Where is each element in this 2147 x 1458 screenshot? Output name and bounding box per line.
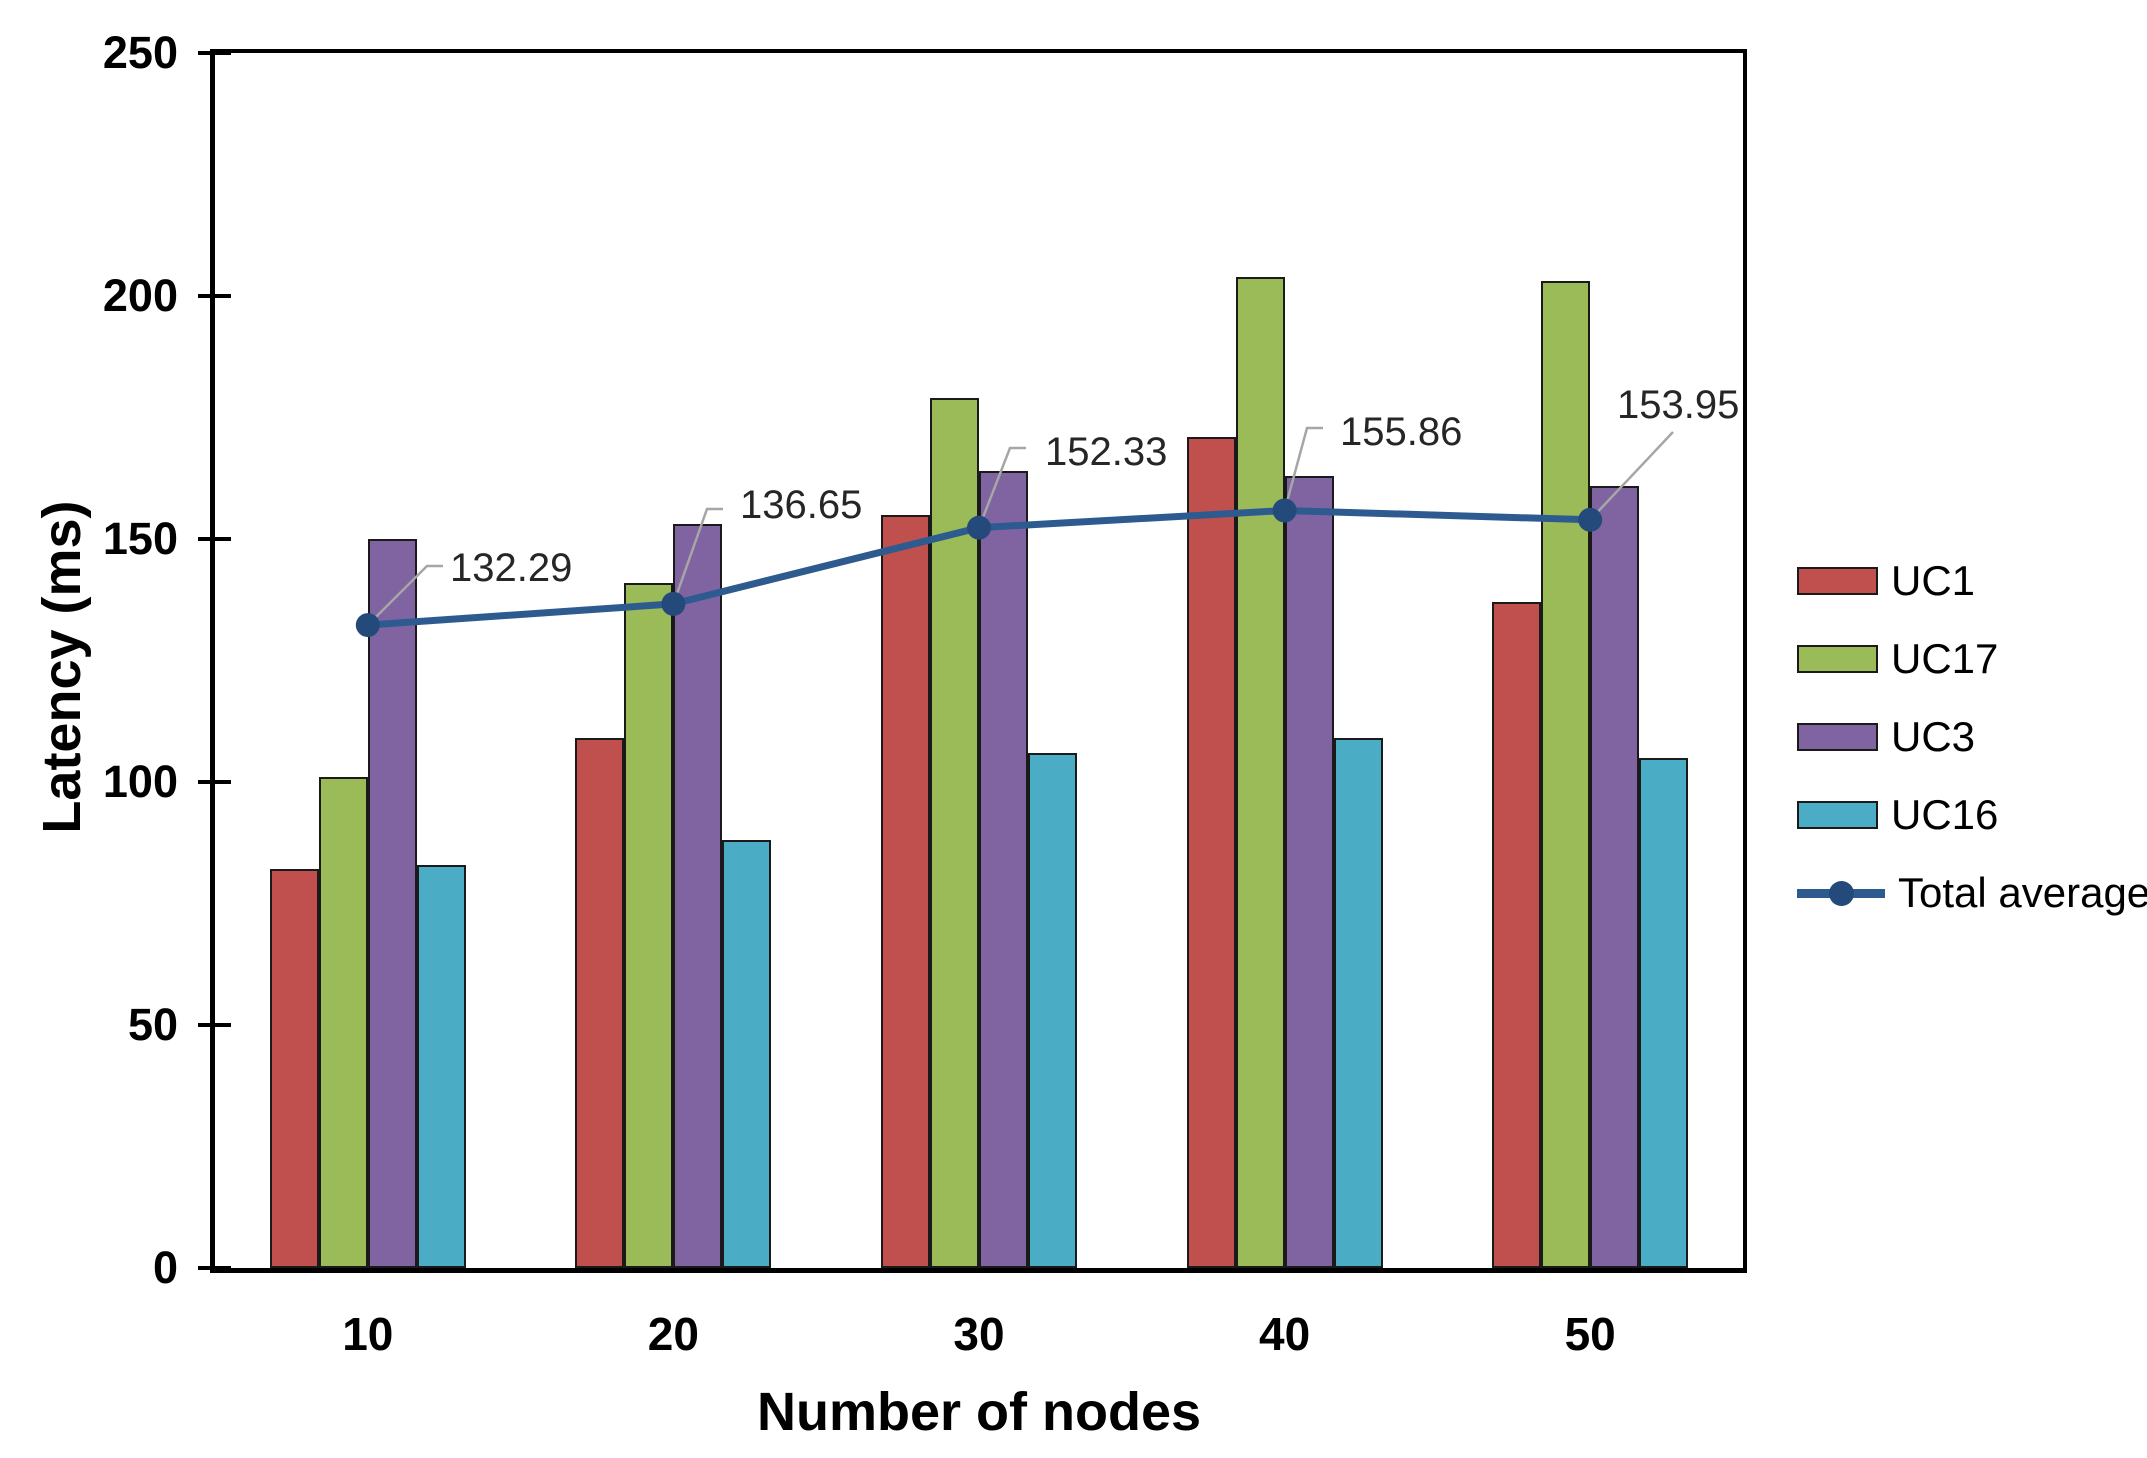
y-tick-mark-250 [198,51,231,55]
legend-item-total-average: Total average [1797,868,2147,918]
x-category-label-50: 50 [1564,1308,1616,1360]
total-average-marker-10 [355,613,380,638]
x-axis-title: Number of nodes [756,1382,1202,1442]
leader-line-2 [977,446,1026,529]
y-tick-mark-100 [198,780,231,784]
total-average-line-layer [355,426,1674,638]
bar-UC16-nodes-30 [1028,752,1077,1268]
legend-label-UC17: UC17 [1891,635,1999,682]
y-tick-label-100: 100 [102,756,178,807]
bar-UC3-nodes-50 [1590,485,1640,1268]
y-tick-label-150: 150 [102,513,178,564]
y-tick-mark-150 [198,537,231,541]
legend-swatch-UC17 [1797,645,1878,673]
legend-swatch-UC16 [1797,801,1878,829]
y-tick-mark-0 [198,1266,231,1270]
legend-item-UC17: UC17 [1797,634,1998,684]
leader-line-3 [1283,426,1323,511]
y-tick-label-250: 250 [102,27,178,78]
total-average-marker-20 [661,591,686,616]
bar-UC16-nodes-50 [1639,757,1689,1268]
bar-UC17-nodes-40 [1235,276,1285,1268]
legend-label-total-average: Total average [1898,869,2147,916]
total-average-marker-40 [1272,498,1297,523]
y-tick-label-0: 0 [152,1242,178,1293]
bar-UC1-nodes-20 [575,738,625,1268]
y-tick-label-200: 200 [102,270,178,321]
y-tick-label-50: 50 [127,999,178,1050]
data-label-152.33: 152.33 [1045,430,1168,474]
total-average-marker-30 [967,515,991,540]
x-category-label-20: 20 [647,1308,699,1360]
bar-UC16-nodes-40 [1333,738,1383,1268]
data-label-155.86: 155.86 [1340,410,1463,454]
leader-line-1 [672,507,723,605]
bar-UC3-nodes-10 [367,539,417,1268]
x-category-label-40: 40 [1259,1308,1311,1360]
legend-item-UC16: UC16 [1797,790,1998,840]
bar-UC1-nodes-40 [1186,436,1236,1268]
bar-UC3-nodes-40 [1284,475,1334,1268]
legend-label-UC16: UC16 [1891,791,1999,838]
total-average-marker-50 [1578,507,1603,532]
legend-swatch-UC3 [1797,723,1878,751]
x-category-label-10: 10 [342,1308,394,1360]
leader-line-4 [1589,431,1674,521]
bar-UC1-nodes-30 [881,514,930,1268]
bar-UC1-nodes-50 [1492,602,1542,1268]
bar-UC17-nodes-50 [1541,281,1591,1268]
bar-UC3-nodes-30 [979,470,1028,1268]
bar-UC17-nodes-30 [930,398,979,1268]
legend-label-UC3: UC3 [1891,713,1976,760]
bar-UC17-nodes-10 [318,777,368,1268]
legend-item-UC3: UC3 [1797,712,1975,762]
y-tick-mark-200 [198,294,231,298]
leader-line-0 [366,564,443,626]
y-tick-mark-50 [198,1023,231,1027]
bar-UC16-nodes-10 [416,864,466,1268]
bar-UC3-nodes-20 [673,524,723,1268]
y-axis-title: Latency (ms) [32,500,92,834]
legend-swatch-UC1 [1797,567,1878,595]
bar-UC16-nodes-20 [722,840,772,1268]
legend-line-sample-icon [1797,868,1885,918]
bar-UC17-nodes-20 [624,582,674,1268]
plot-area [210,49,1747,1273]
bar-UC1-nodes-10 [269,869,319,1268]
x-category-label-30: 30 [953,1308,1005,1360]
data-label-153.95: 153.95 [1617,383,1740,427]
legend-line-marker-dot [1829,881,1854,906]
data-label-132.29: 132.29 [450,546,573,590]
legend-item-UC1: UC1 [1797,556,1975,606]
legend-label-UC1: UC1 [1891,557,1976,604]
data-label-136.65: 136.65 [740,483,863,527]
